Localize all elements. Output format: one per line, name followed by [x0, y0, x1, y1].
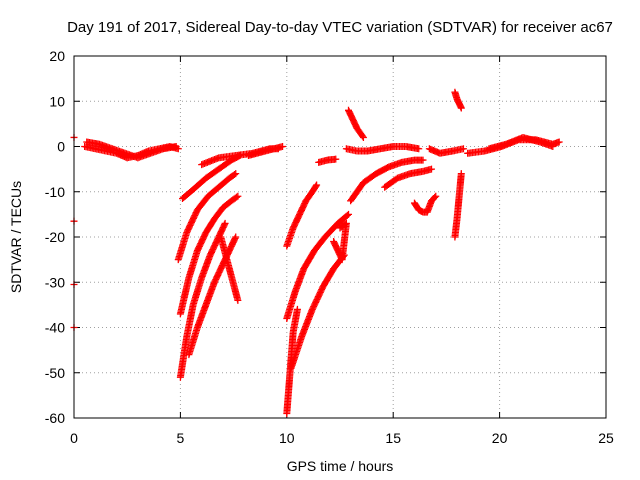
x-ticks: 0 5 10 15 20 25 — [70, 56, 614, 446]
x-tick-label: 15 — [385, 430, 401, 446]
data-point — [312, 182, 320, 190]
data-point — [415, 145, 423, 153]
data-point — [233, 193, 241, 201]
series-arc-13 — [283, 210, 353, 322]
series-arc-14 — [283, 181, 321, 250]
y-tick-label: 10 — [49, 93, 65, 109]
chart-title: Day 191 of 2017, Sidereal Day-to-day VTE… — [67, 19, 613, 36]
data-point — [345, 210, 353, 218]
data-point — [432, 192, 440, 200]
series-arc-3 — [174, 170, 240, 264]
data-point — [419, 156, 427, 164]
x-axis-label: GPS time / hours — [287, 458, 394, 474]
y-tick-label: -10 — [45, 184, 65, 200]
series-arc-15 — [315, 155, 340, 166]
data-point — [431, 193, 439, 201]
data-point — [172, 143, 180, 150]
y-tick-label: -60 — [45, 410, 65, 426]
data-point — [459, 145, 467, 153]
data-point — [359, 133, 367, 141]
grid — [74, 56, 606, 418]
y-tick-label: -30 — [45, 274, 65, 290]
data-point — [337, 223, 345, 231]
x-tick-label: 25 — [598, 430, 614, 446]
series-arc-16 — [330, 219, 350, 264]
data-point — [221, 219, 229, 227]
series-arc-22 — [425, 145, 467, 157]
series-arc-4 — [176, 192, 242, 318]
series-arc-23 — [451, 88, 465, 112]
x-tick-label: 0 — [70, 430, 78, 446]
data-point — [428, 165, 436, 173]
data-point — [457, 170, 465, 178]
data-point — [343, 211, 351, 219]
data-point — [358, 132, 366, 140]
y-ticks: 20 10 0 -10 -20 -30 -40 -50 -60 — [45, 48, 606, 426]
series-arc-26 — [485, 133, 557, 153]
data-point — [293, 305, 301, 313]
x-tick-label: 20 — [492, 430, 508, 446]
data-point — [279, 143, 287, 150]
data-point — [232, 233, 240, 241]
series-arc-18 — [342, 143, 423, 155]
data-point — [230, 171, 238, 179]
y-tick-label: -40 — [45, 320, 65, 336]
series-arc-19 — [347, 156, 427, 205]
series-arc-10 — [244, 143, 287, 160]
series-arc-20 — [381, 165, 436, 191]
data-points — [70, 88, 563, 417]
x-tick-label: 5 — [177, 430, 185, 446]
series-arc-24 — [451, 170, 465, 241]
data-point — [457, 104, 465, 112]
series-arc-2 — [83, 138, 180, 162]
data-point — [232, 170, 240, 178]
y-axis-label: SDTVAR / TECUs — [8, 181, 24, 293]
x-tick-label: 10 — [279, 430, 295, 446]
series-arc-5 — [176, 219, 229, 381]
series-arc-12 — [287, 251, 348, 372]
plot-frame — [73, 55, 607, 419]
series-arc-17 — [345, 106, 367, 141]
series-arc-21 — [410, 192, 440, 216]
series-arc-9 — [217, 233, 242, 304]
data-point — [336, 224, 344, 232]
data-point — [332, 155, 340, 163]
data-point — [549, 143, 557, 150]
data-point — [555, 138, 563, 146]
data-point — [234, 192, 242, 200]
y-tick-label: 20 — [49, 48, 65, 64]
y-tick-label: -20 — [45, 229, 65, 245]
data-point — [234, 296, 242, 304]
y-tick-label: -50 — [45, 365, 65, 381]
y-tick-label: 0 — [57, 139, 65, 155]
data-point — [313, 181, 321, 189]
